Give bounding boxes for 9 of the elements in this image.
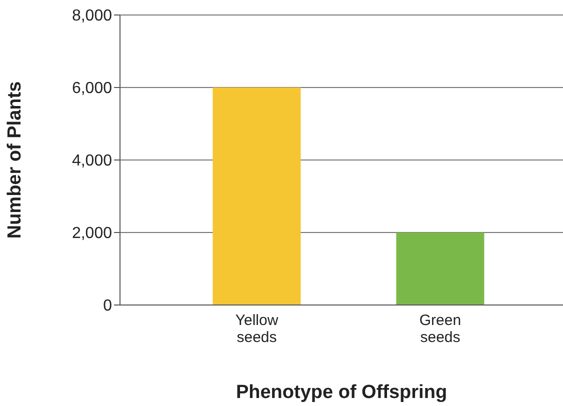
x-tick-label: Yellow seeds xyxy=(235,312,278,346)
y-tick-label: 8,000 xyxy=(72,8,112,25)
y-axis-title: Number of Plants xyxy=(4,81,26,239)
y-tick-label: 0 xyxy=(103,298,112,315)
x-axis-title: Phenotype of Offspring xyxy=(236,382,448,403)
y-tick-label: 6,000 xyxy=(72,80,112,98)
y-tick-label: 4,000 xyxy=(72,152,112,170)
x-tick-label: Green seeds xyxy=(419,312,462,346)
y-tick-label: 2,000 xyxy=(72,225,112,242)
